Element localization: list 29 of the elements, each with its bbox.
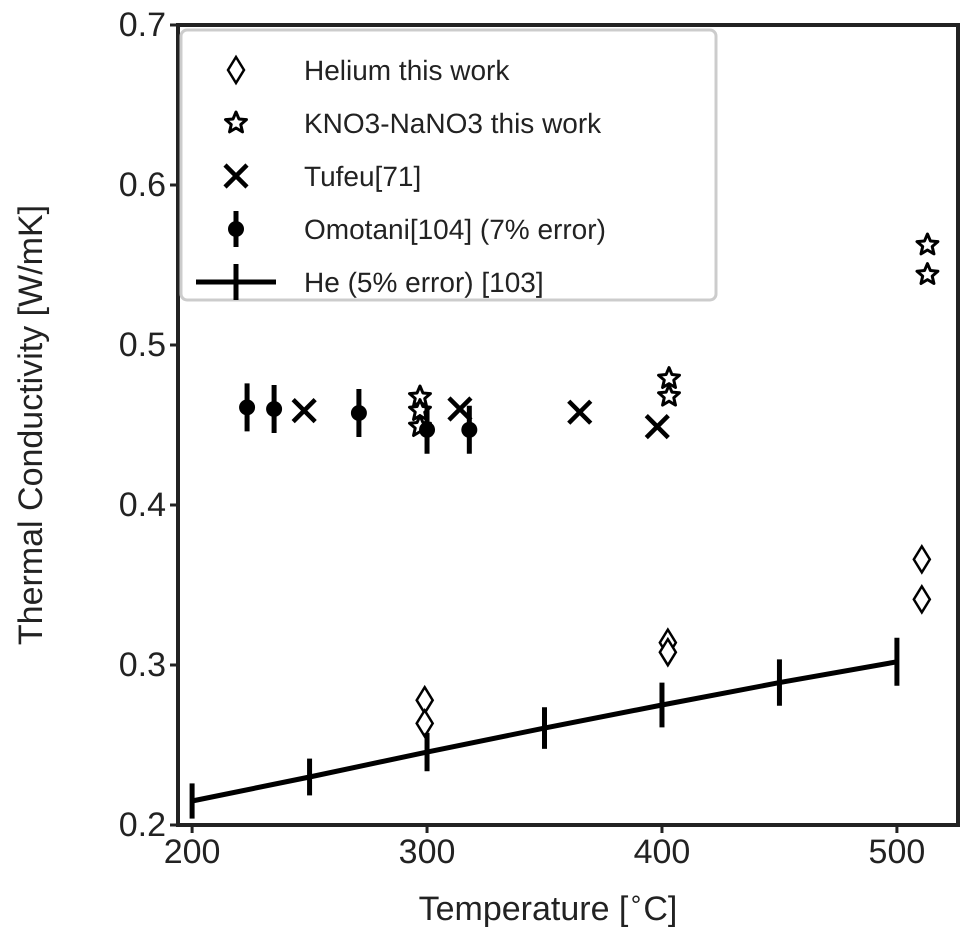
point <box>266 401 282 417</box>
y-tick-label: 0.3 <box>118 646 166 684</box>
y-axis-title: Thermal Conductivity [W/mK] <box>12 204 50 646</box>
x-axis-title: Temperature [$^{∘}$C] <box>418 886 678 928</box>
legend-label: Helium this work <box>304 55 510 86</box>
point <box>350 405 367 421</box>
x-tick-label: 400 <box>634 833 690 872</box>
y-tick-label: 0.5 <box>118 326 166 364</box>
x-tick-label: 200 <box>164 833 220 872</box>
point <box>239 399 256 416</box>
point <box>915 262 940 285</box>
y-tick-label: 0.7 <box>118 6 166 44</box>
point <box>290 397 318 424</box>
legend-label: He (5% error) [103] <box>304 267 544 298</box>
y-tick-label: 0.6 <box>118 166 166 204</box>
y-tick-label: 0.2 <box>118 806 166 844</box>
legend-label: Omotani[104] (7% error) <box>304 214 606 245</box>
legend-label: Tufeu[71] <box>304 161 422 192</box>
point <box>566 398 593 426</box>
x-tick-label: 500 <box>868 833 926 872</box>
point <box>446 396 474 422</box>
point <box>644 413 671 440</box>
x-tick-label: 300 <box>398 833 456 872</box>
y-tick-label: 0.4 <box>118 486 166 524</box>
point <box>915 232 940 256</box>
point <box>657 384 681 407</box>
legend-label: KNO3-NaNO3 this work <box>304 108 602 139</box>
point <box>657 366 681 389</box>
point <box>461 422 478 438</box>
